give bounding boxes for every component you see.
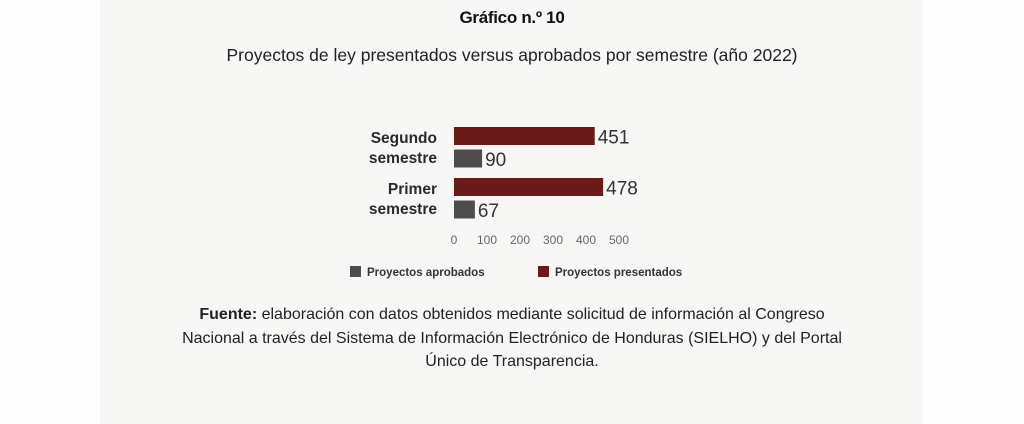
data-label: 90 [485, 150, 506, 171]
x-tick-label: 400 [576, 233, 596, 247]
category-label-line1: Primer [388, 181, 437, 198]
x-tick-label: 100 [477, 233, 497, 247]
legend-label: Proyectos presentados [555, 267, 682, 279]
chart-subtitle: Proyectos de ley presentados versus apro… [226, 45, 798, 65]
data-label: 478 [606, 179, 638, 200]
bar-proyectos-presentados [454, 127, 595, 145]
source-note: Fuente: elaboración con datos obtenidos … [0, 303, 1024, 374]
bar-proyectos-aprobados [454, 200, 475, 219]
x-tick-label: 500 [609, 233, 629, 247]
bar-proyectos-aprobados [454, 149, 483, 168]
source-label: Fuente: [199, 306, 258, 323]
source-line-1: elaboración con datos obtenidos mediante… [257, 306, 825, 323]
figure-panel [100, 0, 922, 424]
category-label-line1: Segundo [371, 130, 437, 147]
source-line-3: Único de Transparencia. [425, 353, 599, 370]
chart-title: Gráfico n.º 10 [459, 8, 565, 27]
source-line-2: Nacional a través del Sistema de Informa… [182, 329, 842, 347]
category-label-line2: semestre [369, 201, 437, 218]
legend-label: Proyectos aprobados [367, 267, 485, 279]
data-label: 67 [478, 201, 499, 222]
x-tick-label: 300 [543, 233, 563, 247]
legend-swatch [538, 266, 549, 277]
bar-proyectos-presentados [454, 178, 604, 196]
legend-swatch [350, 266, 361, 277]
x-tick-label: 200 [510, 233, 530, 247]
data-label: 451 [598, 128, 630, 149]
bar-chart: Segundo semestre 451 90 Primer semestre 478 67 0… [350, 127, 682, 279]
x-tick-label: 0 [451, 233, 458, 247]
category-label-line2: semestre [369, 150, 437, 167]
